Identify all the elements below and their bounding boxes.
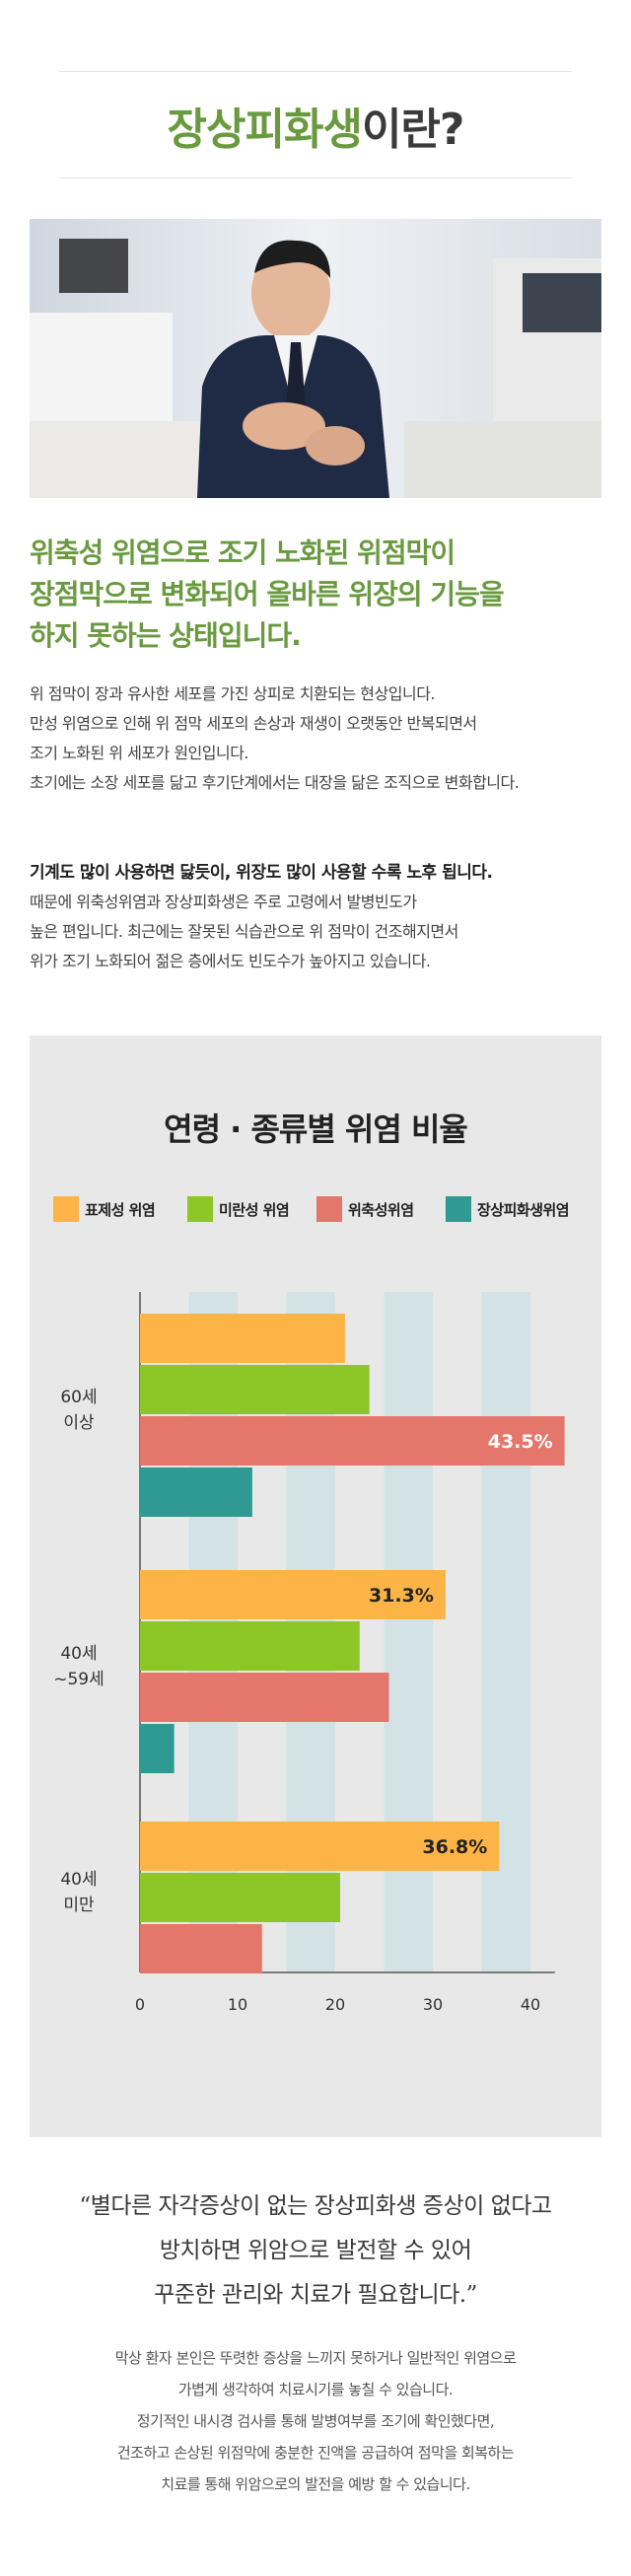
data-label: 36.8% — [422, 1836, 487, 1858]
x-tick-label: 20 — [325, 1995, 345, 2014]
chart-panel: 연령 · 종류별 위염 비율 표제성 위염 미란성 위염 위축성위염 장상피화생… — [30, 1036, 601, 2137]
note-line: 정기적인 내시경 검사를 통해 발병여부를 조기에 확인했다면, — [136, 2412, 495, 2430]
top-divider — [59, 71, 572, 72]
quote-line: 꾸준한 관리와 치료가 필요합니다.” — [154, 2282, 477, 2308]
quote: “별다른 자각증상이 없는 장상피화생 증상이 없다고 방치하면 위암으로 발전… — [39, 2184, 592, 2318]
category-label: 미만 — [63, 1896, 95, 1915]
category-label: 40세 — [60, 1870, 97, 1890]
legend-item: 장상피화생위염 — [446, 1196, 570, 1222]
bar — [140, 1621, 360, 1671]
legend-swatch — [53, 1196, 79, 1222]
legend-item: 표제성 위염 — [53, 1196, 156, 1222]
legend-swatch — [446, 1196, 471, 1222]
bar — [140, 1416, 565, 1466]
data-label: 43.5% — [488, 1431, 553, 1453]
category-label: 60세 — [60, 1388, 97, 1407]
category-label: 40세 — [60, 1644, 97, 1664]
bar — [140, 1822, 500, 1871]
paragraph-strong: 기계도 많이 사용하면 닳듯이, 위장도 많이 사용할 수록 노후 됩니다. — [30, 863, 493, 883]
description-paragraph: 위 점막이 장과 유사한 세포를 가진 상피로 치환되는 현상입니다. 만성 위… — [30, 680, 606, 798]
page-title: 장상피화생이란? — [0, 94, 631, 157]
category-label: ~59세 — [53, 1670, 105, 1689]
quote-line: 방치하면 위암으로 발전할 수 있어 — [159, 2238, 472, 2263]
legend-item: 미란성 위염 — [187, 1196, 290, 1222]
bar — [140, 1724, 175, 1773]
legend-label: 장상피화생위염 — [477, 1200, 570, 1219]
data-label: 31.3% — [369, 1585, 434, 1607]
legend-label: 위축성위염 — [348, 1200, 414, 1219]
bar — [140, 1873, 340, 1922]
legend-label: 표제성 위염 — [85, 1200, 156, 1219]
chart-title: 연령 · 종류별 위염 비율 — [164, 1110, 468, 1148]
bar — [140, 1314, 345, 1363]
headline: 위축성 위염으로 조기 노화된 위점막이 장점막으로 변화되어 올바른 위장의 … — [30, 533, 601, 657]
paragraph-line: 조기 노화된 위 세포가 원인입니다. — [30, 744, 249, 762]
legend-label: 미란성 위염 — [219, 1200, 290, 1219]
paragraph-line: 높은 편입니다. 최근에는 잘못된 식습관으로 위 점막이 건조해지면서 — [30, 922, 458, 941]
closing-note: 막상 환자 본인은 뚜렷한 증상을 느끼지 못하거나 일반적인 위염으로 가볍게… — [39, 2342, 592, 2500]
headline-line: 장점막으로 변화되어 올바른 위장의 기능을 — [30, 578, 505, 610]
headline-line: 하지 못하는 상태입니다. — [30, 619, 302, 652]
aging-paragraph: 기계도 많이 사용하면 닳듯이, 위장도 많이 사용할 수록 노후 됩니다. 때… — [30, 858, 606, 976]
title-highlight: 장상피화생 — [167, 105, 363, 155]
bar — [140, 1673, 389, 1722]
legend-item: 위축성위염 — [316, 1196, 414, 1222]
stomach-pain-illustration — [30, 219, 601, 498]
bar — [140, 1570, 446, 1619]
headline-line: 위축성 위염으로 조기 노화된 위점막이 — [30, 537, 456, 569]
title-suffix: 이란? — [361, 105, 464, 155]
note-line: 가볍게 생각하여 치료시기를 놓칠 수 있습니다. — [177, 2381, 454, 2398]
paragraph-line: 위 점막이 장과 유사한 세포를 가진 상피로 치환되는 현상입니다. — [30, 684, 436, 703]
note-line: 막상 환자 본인은 뚜렷한 증상을 느끼지 못하거나 일반적인 위염으로 — [114, 2349, 517, 2367]
paragraph-line: 만성 위염으로 인해 위 점막 세포의 손상과 재생이 오랫동안 반복되면서 — [30, 714, 477, 733]
x-tick-label: 10 — [228, 1995, 247, 2014]
x-tick-label: 40 — [521, 1995, 540, 2014]
legend-swatch — [316, 1196, 342, 1222]
quote-line: “별다른 자각증상이 없는 장상피화생 증상이 없다고 — [79, 2193, 552, 2219]
x-tick-label: 30 — [423, 1995, 443, 2014]
chart-legend: 표제성 위염 미란성 위염 위축성위염 장상피화생위염 — [30, 1196, 601, 1226]
note-line: 건조하고 손상된 위점막에 충분한 진액을 공급하여 점막을 회복하는 — [116, 2444, 515, 2462]
paragraph-line: 초기에는 소장 세포를 닮고 후기단계에서는 대장을 닮은 조직으로 변화합니다… — [30, 773, 520, 792]
note-line: 치료를 통해 위암으로의 발전을 예방 할 수 있습니다. — [161, 2475, 470, 2493]
hero-photo — [30, 219, 601, 498]
bar — [140, 1924, 262, 1973]
x-tick-label: 0 — [135, 1995, 145, 2014]
paragraph-line: 위가 조기 노화되어 젊은 층에서도 빈도수가 높아지고 있습니다. — [30, 952, 431, 970]
category-label: 이상 — [63, 1413, 95, 1433]
title-divider — [59, 178, 572, 179]
bar — [140, 1365, 370, 1414]
paragraph-line: 때문에 위축성위염과 장상피화생은 주로 고령에서 발병빈도가 — [30, 893, 417, 911]
legend-swatch — [187, 1196, 213, 1222]
bar — [140, 1467, 252, 1517]
